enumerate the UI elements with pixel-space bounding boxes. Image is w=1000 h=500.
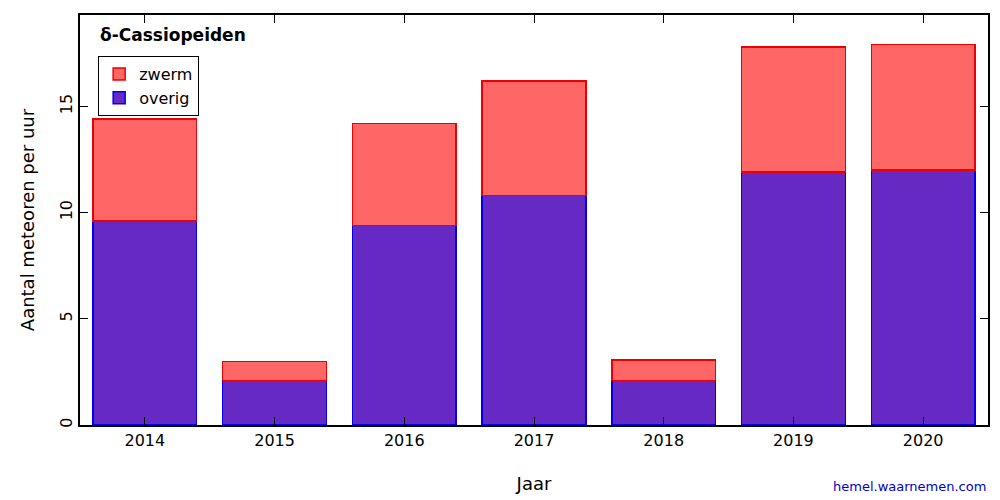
svg-text:hemel.waarnemen.com: hemel.waarnemen.com xyxy=(833,479,986,494)
svg-text:Jaar: Jaar xyxy=(516,473,552,494)
svg-text:zwerm: zwerm xyxy=(139,65,192,84)
svg-text:2016: 2016 xyxy=(384,431,425,450)
svg-text:2019: 2019 xyxy=(773,431,814,450)
svg-text:2018: 2018 xyxy=(643,431,684,450)
svg-text:0: 0 xyxy=(57,418,76,428)
svg-text:2014: 2014 xyxy=(125,431,166,450)
svg-text:2017: 2017 xyxy=(514,431,555,450)
svg-text:2015: 2015 xyxy=(254,431,295,450)
svg-text:5: 5 xyxy=(57,311,76,321)
svg-text:Aantal meteoren per uur: Aantal meteoren per uur xyxy=(17,108,38,331)
svg-text:10: 10 xyxy=(57,200,76,220)
svg-text:δ-Cassiopeiden: δ-Cassiopeiden xyxy=(100,25,246,45)
svg-text:overig: overig xyxy=(139,89,189,108)
svg-text:15: 15 xyxy=(57,94,76,114)
svg-text:2020: 2020 xyxy=(903,431,944,450)
